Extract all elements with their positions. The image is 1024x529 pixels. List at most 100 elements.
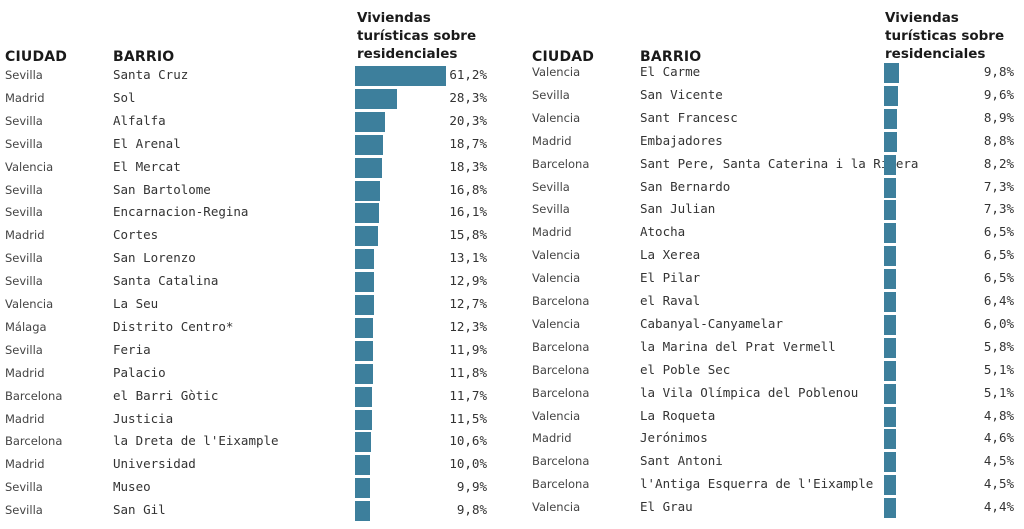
value-label: 10,0% [449, 456, 487, 472]
value-bar [355, 409, 372, 430]
value-label: 4,4% [983, 499, 1014, 515]
table-row: Valencia El Grau 4,4% [528, 497, 1024, 519]
city-label: Barcelona [532, 385, 590, 400]
table-row: Madrid Universidad 10,0% [0, 454, 495, 476]
table-row: Madrid Atocha 6,5% [528, 222, 1024, 244]
barrio-label: Feria [113, 341, 151, 357]
metric-header-line-2: turísticas sobre [357, 28, 477, 44]
value-bar [355, 340, 373, 361]
barrio-column-header: BARRIO [640, 49, 702, 65]
barrio-label: Santa Cruz [113, 67, 189, 82]
table-row: Málaga Distrito Centro* 12,3% [0, 317, 495, 339]
value-label: 12,3% [449, 318, 487, 334]
value-label: 61,2% [449, 67, 487, 82]
value-bar [355, 272, 374, 293]
table-row: Sevilla San Gil 9,8% [0, 500, 495, 522]
city-label: Sevilla [5, 205, 43, 220]
barrio-label: Universidad [113, 456, 196, 472]
city-label: Madrid [5, 411, 45, 426]
value-bar [355, 386, 372, 407]
city-label: Barcelona [532, 454, 590, 469]
city-label: Barcelona [532, 294, 590, 308]
table-row: Sevilla San Julian 7,3% [528, 199, 1024, 221]
barrio-label: Cabanyal-Canyamelar [640, 315, 783, 331]
value-bar [884, 498, 896, 519]
value-label: 6,0% [983, 315, 1014, 331]
value-bar [884, 131, 897, 152]
value-label: 16,1% [449, 204, 487, 220]
city-label: Madrid [532, 133, 572, 148]
barrio-label: San Vicente [640, 86, 723, 102]
value-label: 11,8% [449, 364, 487, 380]
table-row: Valencia El Mercat 18,3% [0, 157, 495, 179]
value-label: 12,9% [449, 273, 487, 289]
table-row: Barcelona el Barri Gòtic 11,7% [0, 386, 495, 408]
value-label: 20,3% [449, 112, 487, 128]
barrio-label: Cortes [113, 227, 159, 243]
city-label: Madrid [532, 431, 572, 446]
value-bar [884, 85, 898, 106]
value-label: 11,5% [449, 410, 487, 426]
table-row: Madrid Sol 28,3% [0, 88, 495, 110]
city-label: Sevilla [5, 503, 43, 518]
barrio-label: Sant Francesc [640, 109, 738, 125]
table-row: Valencia Cabanyal-Canyamelar 6,0% [528, 314, 1024, 336]
table-row: Barcelona la Vila Olímpica del Poblenou 5,… [528, 383, 1024, 405]
city-label: Valencia [532, 271, 581, 286]
metric-header-line-1: Viviendas [885, 10, 959, 26]
city-label: Barcelona [532, 156, 590, 171]
value-bar [884, 63, 899, 83]
barrio-label: La Roqueta [640, 407, 716, 423]
value-label: 4,5% [983, 453, 1014, 469]
table-row: Madrid Jerónimos 4,6% [528, 428, 1024, 450]
barrio-label: Distrito Centro* [113, 318, 234, 334]
barrio-label: San Lorenzo [113, 250, 196, 266]
metric-header-line-2: turísticas sobre [885, 28, 1005, 44]
value-label: 15,8% [449, 227, 487, 243]
value-label: 10,6% [449, 433, 487, 449]
metric-column-header: Viviendas turísticas sobre residenciales [885, 9, 1024, 63]
value-label: 18,7% [449, 135, 487, 151]
barrio-label: San Gil [113, 502, 166, 518]
table-row: Sevilla Feria 11,9% [0, 340, 495, 362]
value-bar [355, 66, 446, 86]
metric-header-line-3: residenciales [885, 46, 986, 62]
city-label: Sevilla [5, 136, 43, 151]
city-label: Sevilla [5, 113, 43, 128]
value-bar [884, 108, 897, 129]
table-row: Valencia Sant Francesc 8,9% [528, 108, 1024, 130]
value-label: 16,8% [449, 181, 487, 197]
city-label: Sevilla [5, 182, 43, 197]
value-bar [884, 200, 896, 221]
table-row: Barcelona el Raval 6,4% [528, 291, 1024, 313]
value-bar [884, 177, 896, 198]
value-label: 6,5% [983, 270, 1014, 286]
value-bar [355, 317, 373, 338]
value-bar [884, 452, 896, 473]
value-label: 11,9% [449, 341, 487, 357]
barrio-label: Sol [113, 89, 136, 105]
table-row: Valencia La Xerea 6,5% [528, 245, 1024, 267]
table-row: Barcelona la Marina del Prat Vermell 5,8% [528, 337, 1024, 359]
metric-header-line-3: residenciales [357, 46, 458, 62]
table-row: Valencia El Carme 9,8% [528, 62, 1024, 84]
value-label: 6,4% [983, 293, 1014, 308]
value-bar [355, 111, 385, 132]
city-label: Madrid [5, 457, 45, 472]
value-bar [884, 223, 896, 244]
table-row: Barcelona Sant Pere, Santa Caterina i la … [528, 154, 1024, 176]
value-bar [355, 203, 379, 224]
city-label: Madrid [532, 225, 572, 240]
value-label: 6,5% [983, 247, 1014, 263]
value-label: 4,6% [983, 430, 1014, 446]
value-bar [355, 455, 370, 476]
table-row: Barcelona Sant Antoni 4,5% [528, 451, 1024, 473]
value-bar [355, 88, 397, 109]
city-label: Sevilla [532, 179, 570, 194]
value-label: 28,3% [449, 89, 487, 105]
value-label: 5,1% [983, 361, 1014, 377]
right-table: CIUDAD BARRIO Viviendas turísticas sobre… [528, 0, 1024, 529]
value-bar [884, 154, 896, 175]
value-label: 9,8% [983, 64, 1014, 79]
city-label: Valencia [532, 408, 581, 423]
